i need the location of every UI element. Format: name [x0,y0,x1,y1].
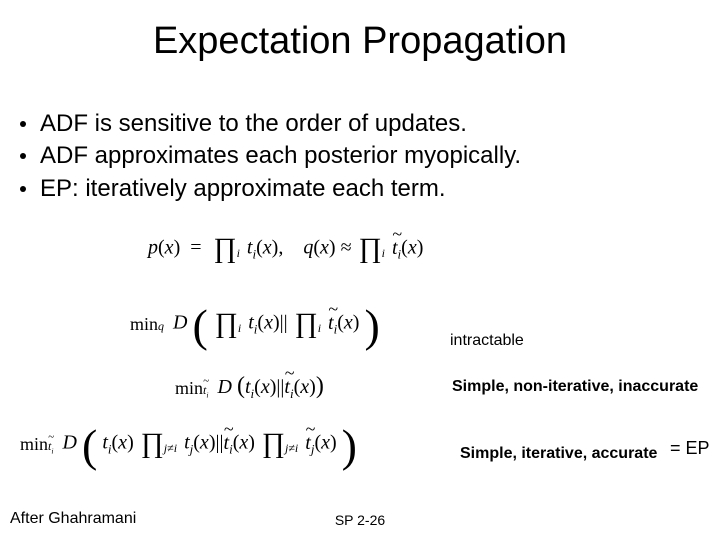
equation-4: minti D ( ti(x) ∏j≠i tj(x)||ti(x) ∏j≠i t… [20,430,357,458]
bullet-text: ADF is sensitive to the order of updates… [40,108,700,140]
page-title: Expectation Propagation [0,20,720,63]
bullet-dot-icon [20,153,26,159]
bullet-dot-icon [20,186,26,192]
bullet-item: EP: iteratively approximate each term. [20,173,700,205]
equation-2: minq D ( ∏i ti(x)|| ∏i ti(x) ) [130,310,380,338]
bullet-text: EP: iteratively approximate each term. [40,173,700,205]
annotation-intractable: intractable [450,332,524,350]
bullet-item: ADF is sensitive to the order of updates… [20,108,700,140]
equation-3: minti D (ti(x)||ti(x)) [175,373,324,402]
bullet-dot-icon [20,121,26,127]
bullet-text: ADF approximates each posterior myopical… [40,140,700,172]
bullet-item: ADF approximates each posterior myopical… [20,140,700,172]
slide: Expectation Propagation ADF is sensitive… [0,0,720,540]
annotation-simple-iterative: Simple, iterative, accurate [460,445,657,463]
annotation-simple-noniterative: Simple, non-iterative, inaccurate [452,378,698,396]
page-number: SP 2-26 [0,512,720,528]
annotation-equals-ep: = EP [670,438,710,459]
equation-1: p(x) = ∏i ti(x), q(x) ≈ ∏i ti(x) [148,235,423,263]
bullet-list: ADF is sensitive to the order of updates… [20,108,700,205]
